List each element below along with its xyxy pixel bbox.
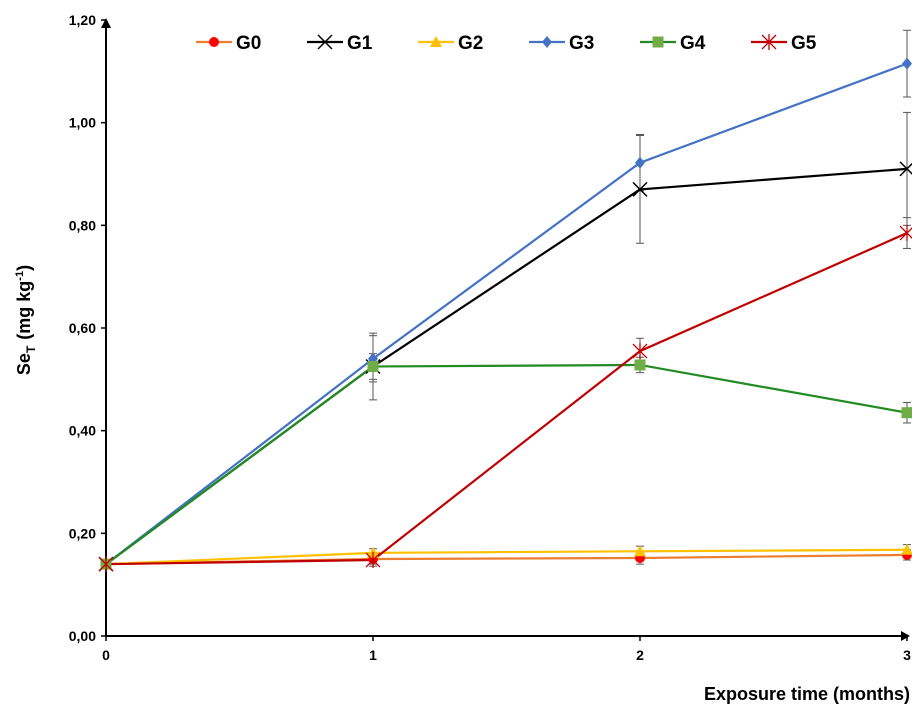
x-tick-label: 2 bbox=[636, 647, 644, 663]
y-tick-label: 0,60 bbox=[69, 320, 96, 336]
y-axis-title-unit-pre: (mg kg bbox=[14, 281, 34, 340]
legend-marker-g4 bbox=[652, 36, 664, 48]
x-tick-label: 3 bbox=[903, 647, 911, 663]
y-tick-label: 1,20 bbox=[69, 12, 96, 28]
data-point-g1 bbox=[632, 181, 648, 197]
data-point-g4 bbox=[634, 359, 646, 371]
data-point-g3 bbox=[902, 57, 912, 70]
series-lines bbox=[105, 62, 908, 566]
legend-marker-g2 bbox=[430, 36, 442, 47]
data-point-g2 bbox=[634, 545, 646, 557]
data-point-g2 bbox=[901, 543, 912, 555]
x-tick-label: 0 bbox=[102, 647, 110, 663]
y-axis-title-unit-sup: -1 bbox=[14, 271, 26, 281]
legend-marker-g5 bbox=[761, 34, 777, 50]
y-axis-title-unit-post: ) bbox=[14, 265, 34, 271]
x-tick-label: 1 bbox=[369, 647, 377, 663]
y-tick-label: 0,40 bbox=[69, 423, 96, 439]
y-tick-label: 1,00 bbox=[69, 115, 96, 131]
legend-label-g0: G0 bbox=[236, 33, 261, 54]
data-point-g5 bbox=[632, 343, 648, 360]
axes bbox=[101, 18, 910, 641]
series-line-g5 bbox=[105, 232, 908, 566]
x-axis-arrow bbox=[901, 631, 910, 641]
legend-label-g5: G5 bbox=[791, 33, 817, 54]
series-line-g4 bbox=[105, 363, 908, 566]
y-axis-ticks: 0,00 0,20 0,40 0,60 0,80 1,00 1,20 bbox=[69, 12, 106, 644]
y-tick-label: 0,80 bbox=[69, 217, 96, 233]
legend-marker-g0 bbox=[209, 37, 219, 47]
legend-marker-g1 bbox=[317, 34, 333, 50]
y-tick-label: 0,00 bbox=[69, 628, 96, 644]
x-axis-title: Exposure time (months) bbox=[704, 684, 910, 704]
data-point-g4 bbox=[901, 407, 912, 419]
legend-marker-g3 bbox=[542, 36, 552, 48]
x-axis-ticks: 0 1 2 3 bbox=[102, 636, 911, 663]
y-tick-label: 0,20 bbox=[69, 525, 96, 541]
data-point-g3 bbox=[635, 156, 645, 169]
y-axis-arrow bbox=[101, 18, 111, 28]
legend-label-g2: G2 bbox=[458, 33, 483, 54]
series-line-g2 bbox=[105, 548, 908, 566]
legend-label-g1: G1 bbox=[347, 33, 373, 54]
error-bars bbox=[369, 29, 911, 567]
legend: G0 G1 G2 G3 G4 G5 bbox=[196, 33, 817, 54]
data-point-g5 bbox=[365, 552, 381, 569]
y-axis-title-main: Se bbox=[14, 353, 34, 375]
series-line-g3 bbox=[105, 62, 908, 566]
series-markers bbox=[98, 57, 912, 573]
y-axis-title-sub: T bbox=[24, 345, 38, 353]
data-point-g5 bbox=[98, 556, 114, 573]
legend-label-g3: G3 bbox=[569, 33, 594, 54]
legend-label-g4: G4 bbox=[680, 33, 706, 54]
data-point-g4 bbox=[367, 361, 379, 372]
y-axis-title: SeT (mg kg-1) bbox=[14, 265, 38, 375]
